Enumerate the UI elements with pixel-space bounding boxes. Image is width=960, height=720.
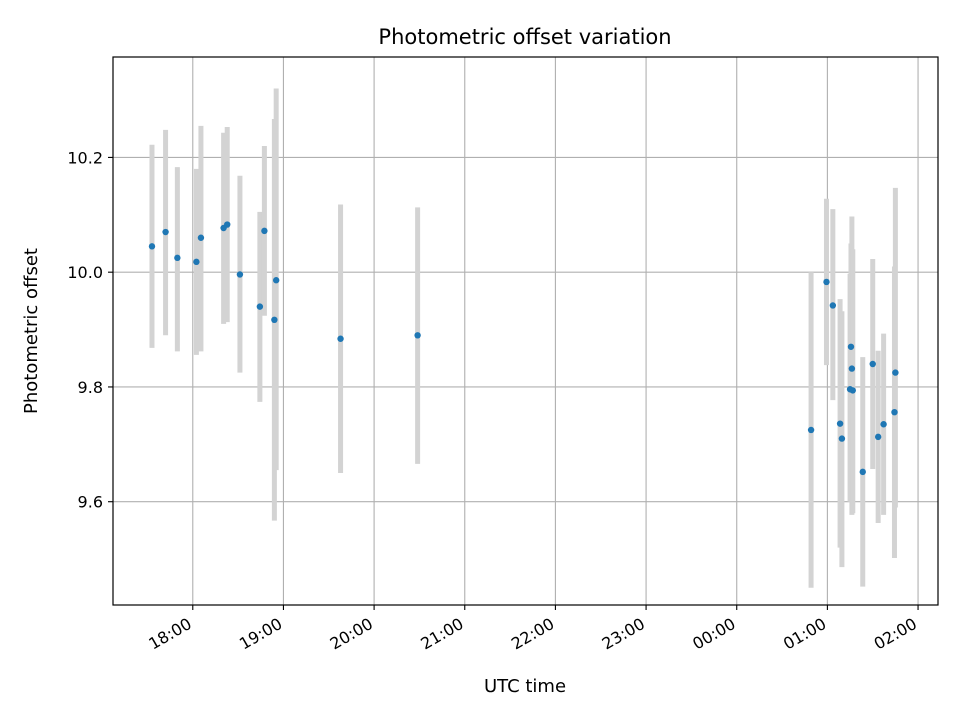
data-point: [838, 435, 846, 442]
grid-lines: [113, 57, 938, 605]
data-point: [272, 277, 280, 284]
data-point: [174, 254, 181, 262]
data-point: [891, 408, 898, 416]
data-point: [836, 420, 844, 427]
data-point: [162, 228, 169, 236]
data-point: [849, 387, 856, 394]
y-tick-label: 10.0: [67, 263, 103, 282]
data-point: [414, 332, 421, 339]
data-points: [148, 221, 899, 476]
y-tick-label: 9.6: [78, 493, 103, 512]
data-point: [271, 316, 278, 324]
plot-area: [113, 57, 938, 605]
data-point: [869, 360, 876, 368]
data-point: [859, 468, 866, 476]
chart-title: Photometric offset variation: [378, 25, 671, 49]
data-point: [848, 365, 856, 372]
data-point: [847, 343, 855, 350]
data-point: [148, 243, 156, 250]
data-point: [256, 303, 264, 310]
data-point: [193, 258, 200, 266]
data-point: [823, 278, 830, 286]
data-point: [829, 302, 837, 309]
data-point: [197, 234, 205, 241]
y-axis-ticks: 9.6 9.8 10.0 10.2: [67, 148, 113, 512]
x-axis-title: UTC time: [484, 676, 566, 697]
data-point: [236, 271, 244, 278]
axes-frame: [112, 56, 939, 606]
data-point: [261, 227, 268, 235]
data-point: [880, 421, 887, 428]
data-point: [892, 369, 899, 376]
y-tick-label: 9.8: [78, 378, 103, 397]
y-tick-label: 10.2: [67, 148, 103, 167]
data-point: [874, 433, 882, 441]
data-point: [337, 335, 344, 342]
data-point: [807, 426, 815, 434]
data-point: [224, 221, 231, 228]
y-axis-title: Photometric offset: [21, 248, 42, 414]
